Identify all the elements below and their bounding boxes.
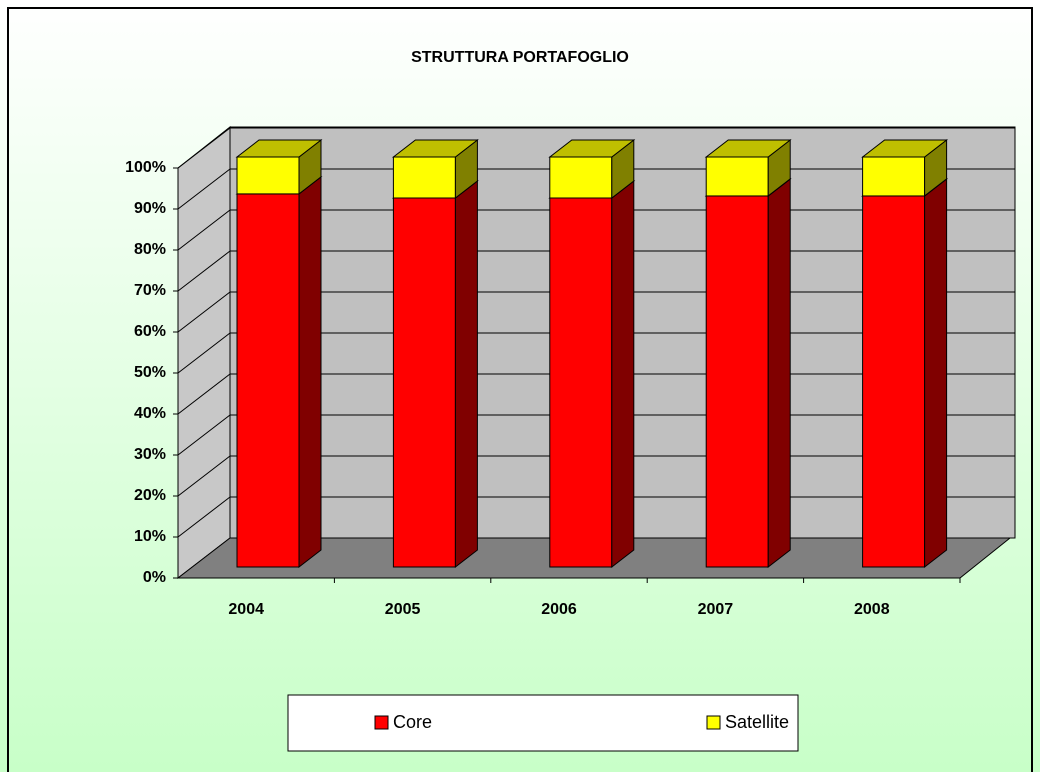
bar bbox=[236, 193, 300, 568]
y-tick-label: 100% bbox=[125, 159, 166, 176]
chart-title: STRUTTURA PORTAFOGLIO bbox=[411, 49, 629, 66]
y-tick-label: 10% bbox=[134, 528, 166, 545]
y-tick-label: 50% bbox=[134, 364, 166, 381]
legend-label: Core bbox=[393, 712, 432, 732]
grid-line bbox=[177, 209, 231, 251]
x-tick-label: 2007 bbox=[698, 601, 734, 618]
grid-line bbox=[177, 414, 231, 456]
grid-line bbox=[177, 127, 231, 169]
bar-side bbox=[298, 175, 322, 569]
x-tick-label: 2004 bbox=[228, 601, 264, 618]
legend-label: Satellite bbox=[725, 712, 789, 732]
bar bbox=[862, 156, 926, 197]
bar-top bbox=[704, 139, 792, 158]
bar bbox=[705, 195, 769, 568]
grid-line bbox=[177, 250, 231, 292]
frame bbox=[7, 7, 1033, 772]
bar bbox=[705, 156, 769, 197]
bar bbox=[549, 197, 613, 568]
grid-line bbox=[177, 373, 231, 415]
y-tick-label: 20% bbox=[134, 487, 166, 504]
grid-line bbox=[177, 455, 231, 497]
y-tick-label: 30% bbox=[134, 446, 166, 463]
bar-side bbox=[454, 179, 478, 569]
legend bbox=[287, 694, 799, 752]
bar bbox=[236, 156, 300, 195]
grid-line bbox=[177, 332, 231, 374]
bar bbox=[549, 156, 613, 199]
bar bbox=[392, 156, 456, 199]
y-tick-label: 80% bbox=[134, 241, 166, 258]
grid-line bbox=[177, 496, 231, 538]
bar bbox=[392, 197, 456, 568]
bar-top bbox=[861, 139, 949, 158]
legend-swatch bbox=[374, 715, 389, 730]
y-tick-label: 70% bbox=[134, 282, 166, 299]
bar-top bbox=[235, 139, 323, 158]
grid-line bbox=[177, 168, 231, 210]
y-tick-label: 40% bbox=[134, 405, 166, 422]
legend-swatch bbox=[706, 715, 721, 730]
y-tick-label: 90% bbox=[134, 200, 166, 217]
bar bbox=[862, 195, 926, 568]
bar-side bbox=[611, 179, 635, 569]
x-tick-label: 2006 bbox=[541, 601, 577, 618]
x-tick-label: 2005 bbox=[385, 601, 421, 618]
y-tick-label: 60% bbox=[134, 323, 166, 340]
y-tick-label: 0% bbox=[143, 569, 166, 586]
bar-side bbox=[924, 177, 948, 569]
bar-top bbox=[548, 139, 636, 158]
bar-top bbox=[391, 139, 479, 158]
x-tick-label: 2008 bbox=[854, 601, 890, 618]
grid-line bbox=[177, 291, 231, 333]
bar-side bbox=[767, 177, 791, 569]
